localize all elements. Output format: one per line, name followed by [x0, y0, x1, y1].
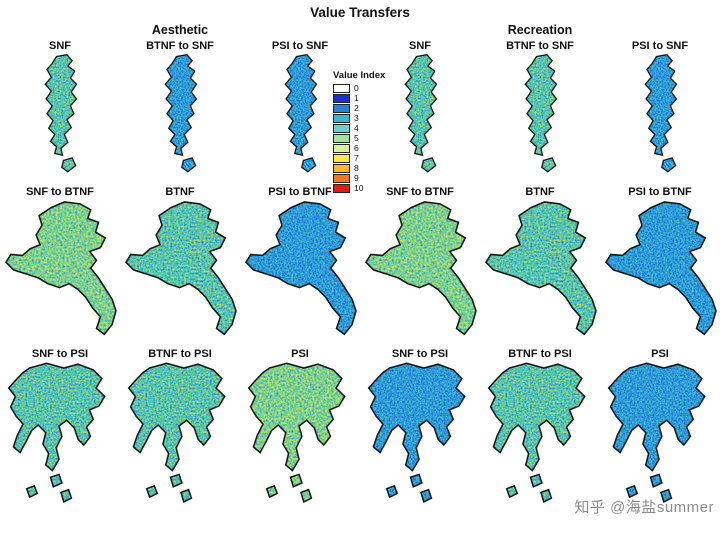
legend-entry: 8	[333, 164, 385, 173]
panel-title: BTNF to SNF	[506, 40, 574, 52]
panel-recreation-psi-to-btnf: PSI to BTNF	[600, 183, 720, 345]
map-recreation-snf	[404, 54, 438, 173]
map-recreation-psi	[607, 362, 706, 503]
legend-entry: 5	[333, 134, 385, 143]
panel-title: PSI	[291, 348, 309, 360]
panel-title: PSI	[651, 348, 669, 360]
group-headers: Aesthetic Recreation	[0, 23, 720, 37]
panel-recreation-psi: PSI	[600, 345, 720, 509]
legend-swatch-0	[333, 84, 350, 93]
panel-recreation-btnf-to-psi: BTNF to PSI	[480, 345, 600, 509]
panel-title: BTNF	[165, 186, 195, 198]
legend-swatch-3	[333, 114, 350, 123]
legend-value: 5	[354, 133, 359, 144]
maps-row-1: SNF BTNF to SNF PSI to SNF SNF BTNF to S…	[0, 37, 720, 183]
maps-row-2: SNF to BTNF BTNF PSI to BTNF SNF to BTNF…	[0, 183, 720, 345]
legend-entry: 0	[333, 84, 385, 93]
legend-entry: 6	[333, 144, 385, 153]
map-recreation-btnf-to-snf	[524, 54, 558, 173]
panel-title: PSI to SNF	[271, 40, 329, 52]
map-recreation-psi-to-btnf	[604, 201, 717, 336]
panel-title: PSI to SNF	[631, 40, 689, 52]
map-recreation-snf-to-btnf	[364, 201, 477, 336]
legend-entry: 1	[333, 94, 385, 103]
legend-value: 6	[354, 143, 359, 154]
legend-value: 10	[354, 183, 364, 194]
legend-entry: 9	[333, 174, 385, 183]
legend-value: 1	[354, 93, 359, 104]
maps-row-3: SNF to PSI BTNF to PSI PSI SNF to PSI BT…	[0, 345, 720, 509]
map-recreation-btnf	[484, 201, 597, 336]
legend-entry: 4	[333, 124, 385, 133]
value-index-legend: Value Index 0 1 2 3 4 5 6 7 8 9 10	[331, 69, 388, 195]
panel-aesthetic-btnf-to-psi: BTNF to PSI	[120, 345, 240, 509]
panel-recreation-btnf-to-snf: BTNF to SNF	[480, 37, 600, 183]
map-aesthetic-btnf-to-psi	[127, 362, 226, 503]
panel-aesthetic-snf-to-psi: SNF to PSI	[0, 345, 120, 509]
legend-value: 8	[354, 163, 359, 174]
legend-value: 7	[354, 153, 359, 164]
map-aesthetic-psi-to-snf	[284, 54, 318, 173]
group-label-recreation: Recreation	[507, 23, 573, 37]
map-recreation-btnf-to-psi	[487, 362, 586, 503]
map-aesthetic-snf-to-btnf	[4, 201, 117, 336]
panel-title: BTNF to SNF	[146, 40, 214, 52]
panel-recreation-snf: SNF	[360, 37, 480, 183]
map-aesthetic-snf-to-psi	[7, 362, 106, 503]
legend-swatch-1	[333, 94, 350, 103]
legend-swatch-4	[333, 124, 350, 133]
legend-value: 3	[354, 113, 359, 124]
panel-aesthetic-psi: PSI	[240, 345, 360, 509]
panel-aesthetic-btnf: BTNF	[120, 183, 240, 345]
watermark: 知乎 @海盐summer	[574, 499, 714, 516]
map-recreation-snf-to-psi	[367, 362, 466, 503]
panel-title: BTNF	[525, 186, 555, 198]
legend-swatch-10	[333, 184, 350, 193]
legend-entry: 3	[333, 114, 385, 123]
legend-swatch-7	[333, 154, 350, 163]
map-aesthetic-btnf-to-snf	[164, 54, 198, 173]
legend-title: Value Index	[333, 70, 386, 81]
legend-value: 9	[354, 173, 359, 184]
legend-swatch-6	[333, 144, 350, 153]
panel-title: PSI to BTNF	[628, 186, 692, 198]
legend-value: 2	[354, 103, 359, 114]
panel-title: SNF	[49, 40, 71, 52]
panel-title: BTNF to PSI	[148, 348, 212, 360]
panel-aesthetic-snf: SNF	[0, 37, 120, 183]
legend-swatch-8	[333, 164, 350, 173]
legend-swatch-2	[333, 104, 350, 113]
legend-entry: 2	[333, 104, 385, 113]
panel-title: SNF to BTNF	[386, 186, 454, 198]
legend-entry: 7	[333, 154, 385, 163]
panel-aesthetic-psi-to-btnf: PSI to BTNF	[240, 183, 360, 345]
map-aesthetic-snf	[44, 54, 78, 173]
legend-swatch-9	[333, 174, 350, 183]
panel-recreation-snf-to-psi: SNF to PSI	[360, 345, 480, 509]
panel-aesthetic-psi-to-snf: PSI to SNF	[240, 37, 360, 183]
legend-swatch-5	[333, 134, 350, 143]
figure-title: Value Transfers	[310, 5, 410, 20]
map-aesthetic-psi-to-btnf	[244, 201, 357, 336]
panel-recreation-psi-to-snf: PSI to SNF	[600, 37, 720, 183]
panel-title: SNF to PSI	[31, 348, 89, 360]
map-aesthetic-psi	[247, 362, 346, 503]
panel-title: SNF	[409, 40, 431, 52]
panel-title: SNF to BTNF	[26, 186, 94, 198]
legend-value: 0	[354, 83, 359, 94]
panel-recreation-snf-to-btnf: SNF to BTNF	[360, 183, 480, 345]
panel-title: BTNF to PSI	[508, 348, 572, 360]
panel-title: SNF to PSI	[391, 348, 449, 360]
panel-aesthetic-btnf-to-snf: BTNF to SNF	[120, 37, 240, 183]
legend-entry: 10	[333, 184, 385, 193]
legend-value: 4	[354, 123, 359, 134]
map-aesthetic-btnf	[124, 201, 237, 336]
group-label-aesthetic: Aesthetic	[151, 23, 209, 37]
panel-recreation-btnf: BTNF	[480, 183, 600, 345]
panel-title: PSI to BTNF	[268, 186, 332, 198]
map-recreation-psi-to-snf	[644, 54, 678, 173]
panel-aesthetic-snf-to-btnf: SNF to BTNF	[0, 183, 120, 345]
